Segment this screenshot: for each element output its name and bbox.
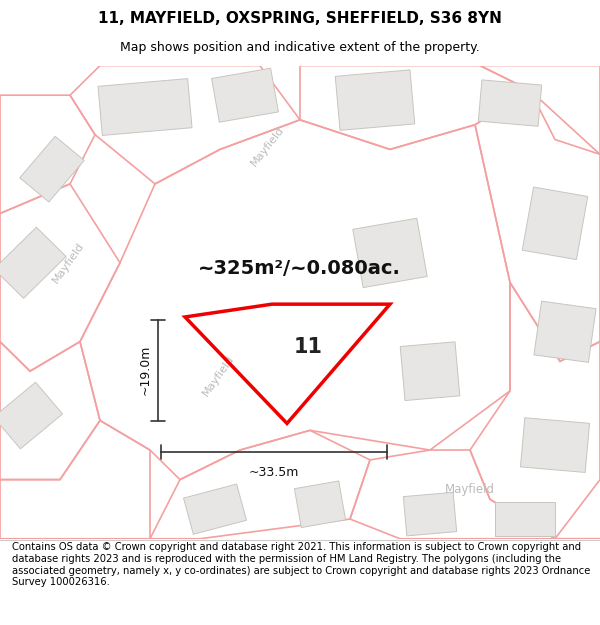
Text: Contains OS data © Crown copyright and database right 2021. This information is : Contains OS data © Crown copyright and d… <box>12 542 590 588</box>
Polygon shape <box>400 342 460 401</box>
Text: Mayfield: Mayfield <box>200 354 236 398</box>
Text: 11, MAYFIELD, OXSPRING, SHEFFIELD, S36 8YN: 11, MAYFIELD, OXSPRING, SHEFFIELD, S36 8… <box>98 11 502 26</box>
Text: Map shows position and indicative extent of the property.: Map shows position and indicative extent… <box>120 41 480 54</box>
Text: ~33.5m: ~33.5m <box>249 466 299 479</box>
Polygon shape <box>522 187 588 259</box>
Polygon shape <box>295 481 346 528</box>
Polygon shape <box>212 68 278 122</box>
Polygon shape <box>0 228 66 298</box>
Polygon shape <box>403 492 457 536</box>
Polygon shape <box>520 418 590 472</box>
Polygon shape <box>98 79 192 136</box>
Polygon shape <box>353 218 427 288</box>
Text: 11: 11 <box>294 337 323 357</box>
Polygon shape <box>335 70 415 131</box>
Polygon shape <box>495 502 555 536</box>
Text: ~19.0m: ~19.0m <box>139 345 152 396</box>
Polygon shape <box>184 484 247 534</box>
Text: Mayfield: Mayfield <box>445 483 495 496</box>
Polygon shape <box>534 301 596 362</box>
Polygon shape <box>0 382 62 449</box>
Polygon shape <box>20 136 84 202</box>
Polygon shape <box>478 80 542 126</box>
Text: Mayfield: Mayfield <box>50 241 86 285</box>
Text: ~325m²/~0.080ac.: ~325m²/~0.080ac. <box>198 259 401 278</box>
Text: Mayfield: Mayfield <box>250 125 287 168</box>
